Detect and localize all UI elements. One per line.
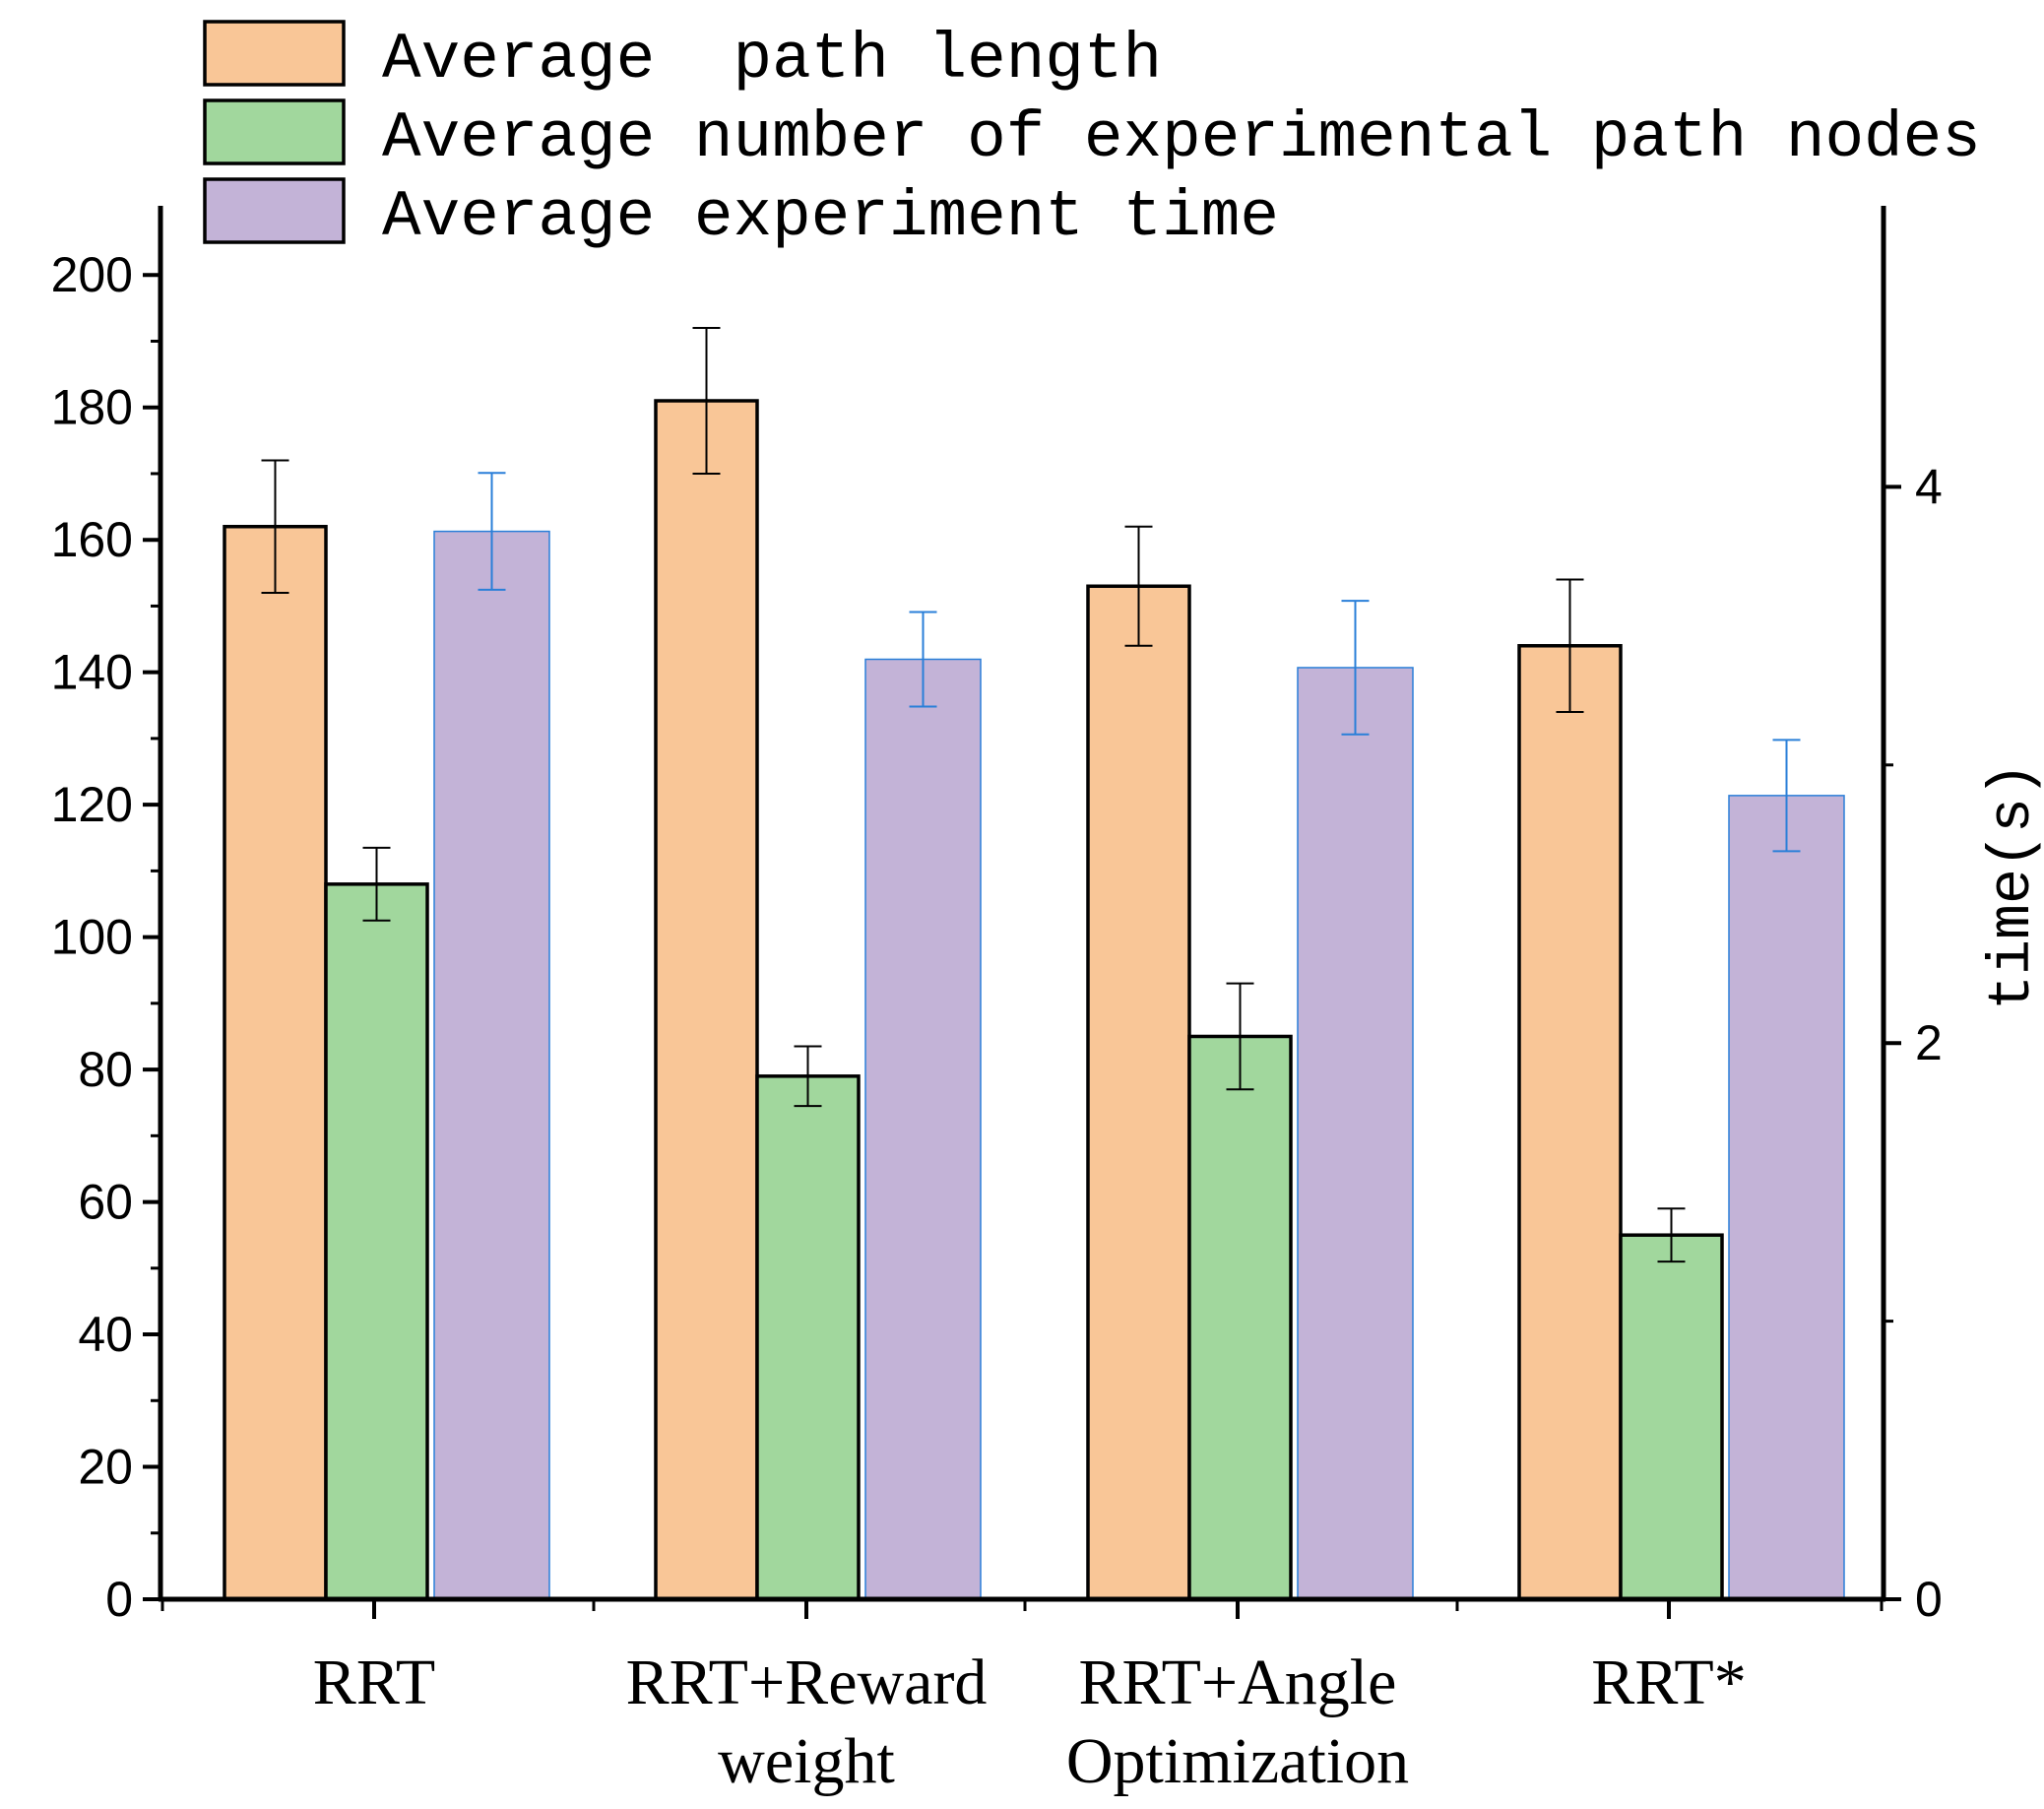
left-tick-label: 60 bbox=[78, 1175, 133, 1230]
category-label: weight bbox=[718, 1725, 895, 1797]
left-tick-label: 200 bbox=[51, 247, 133, 302]
left-tick-label: 160 bbox=[51, 512, 133, 567]
legend-label-1: Average path length bbox=[382, 23, 1162, 97]
legend-swatch-2 bbox=[203, 98, 346, 165]
category-label: RRT bbox=[313, 1647, 435, 1718]
right-tick-label: 2 bbox=[1915, 1015, 1943, 1070]
left-tick-label: 100 bbox=[51, 910, 133, 965]
right-tick-label: 4 bbox=[1915, 459, 1943, 514]
left-tick-label: 40 bbox=[78, 1307, 133, 1362]
left-tick-label: 20 bbox=[78, 1440, 133, 1495]
bar-3-4 bbox=[1728, 795, 1845, 1600]
legend-label-2: Average number of experimental path node… bbox=[382, 101, 1981, 175]
left-axis-ticks: 0 20 40 60 80 100 120 140 160 180 200 bbox=[51, 247, 160, 1627]
bar-3-3 bbox=[1297, 667, 1414, 1600]
bar-2-1 bbox=[324, 882, 429, 1601]
right-axis-title: time(s) bbox=[1980, 762, 2044, 1010]
left-tick-label: 80 bbox=[78, 1042, 133, 1097]
left-tick-label: 180 bbox=[51, 380, 133, 435]
axes bbox=[158, 206, 1886, 1602]
bars bbox=[223, 327, 1845, 1601]
bar-1-2 bbox=[654, 399, 759, 1601]
bar-2-3 bbox=[1187, 1034, 1293, 1601]
category-label: RRT+Angle bbox=[1079, 1647, 1397, 1718]
bar-1-1 bbox=[223, 524, 328, 1601]
legend-swatch-1 bbox=[203, 20, 346, 87]
legend-swatch-3 bbox=[203, 177, 346, 244]
bar-3-1 bbox=[433, 530, 550, 1600]
left-tick-label: 0 bbox=[105, 1572, 133, 1627]
category-label: RRT+Reward bbox=[626, 1647, 988, 1718]
bar-3-2 bbox=[864, 658, 982, 1600]
legend-label-3: Average experiment time bbox=[382, 180, 1279, 254]
category-label: Optimization bbox=[1066, 1725, 1409, 1797]
left-tick-label: 140 bbox=[51, 645, 133, 700]
bar-1-4 bbox=[1517, 644, 1623, 1601]
right-tick-label: 0 bbox=[1915, 1572, 1943, 1627]
category-label: RRT* bbox=[1591, 1647, 1746, 1718]
bar-2-2 bbox=[755, 1074, 861, 1601]
right-axis-ticks: 0 2 4 bbox=[1884, 459, 1943, 1627]
bar-2-4 bbox=[1619, 1233, 1724, 1601]
bar-1-3 bbox=[1086, 584, 1191, 1601]
left-tick-label: 120 bbox=[51, 777, 133, 832]
